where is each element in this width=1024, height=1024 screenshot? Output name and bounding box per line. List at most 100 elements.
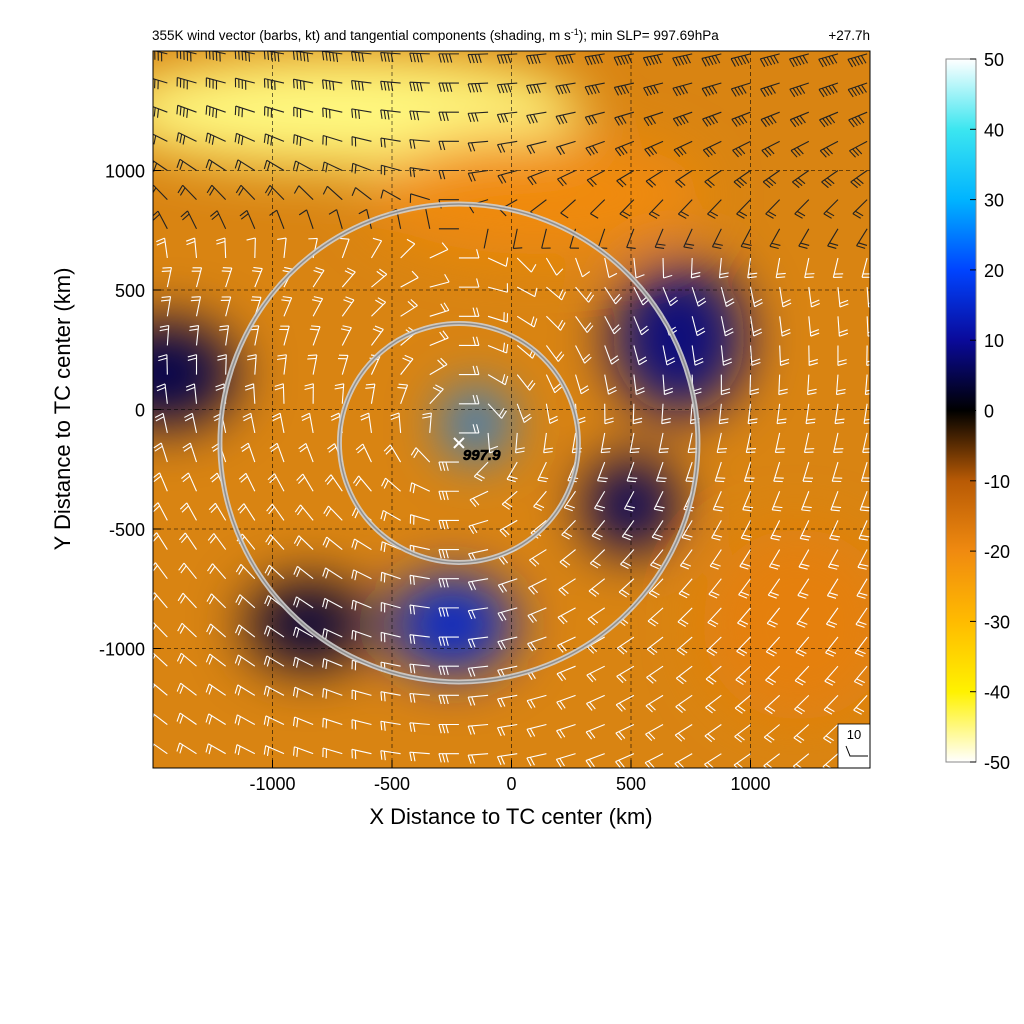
wind-barb xyxy=(853,694,868,715)
wind-barb xyxy=(774,432,786,454)
wind-barb xyxy=(796,607,810,628)
wind-barb xyxy=(718,403,729,425)
wind-barb xyxy=(653,490,665,512)
wind-barb xyxy=(496,753,518,766)
wind-barb xyxy=(837,316,849,337)
wind-barb xyxy=(642,53,664,67)
wind-barb xyxy=(458,424,480,434)
wind-barb xyxy=(711,228,723,250)
positive-tangential-wind-region xyxy=(583,457,679,553)
wind-barb xyxy=(749,316,763,337)
wind-barb xyxy=(264,564,285,580)
wind-barb xyxy=(292,716,314,728)
wind-barb xyxy=(340,237,350,259)
wind-barb xyxy=(516,286,538,298)
wind-barb xyxy=(674,724,693,742)
wind-barb xyxy=(351,569,372,581)
wind-barb xyxy=(234,714,256,726)
wind-barb xyxy=(158,354,168,375)
wind-barb xyxy=(658,432,669,454)
wind-barb xyxy=(497,636,518,650)
wind-barb xyxy=(496,111,518,124)
wind-barb xyxy=(351,719,372,730)
wind-barb xyxy=(647,607,664,627)
wind-barb xyxy=(632,403,643,425)
wind-barb xyxy=(209,210,227,230)
wind-barb xyxy=(525,53,547,65)
wind-barbs xyxy=(153,51,870,768)
wind-barb xyxy=(736,636,751,657)
wind-barb xyxy=(720,374,731,396)
x-tick-label: -500 xyxy=(374,774,410,794)
wind-barb xyxy=(322,717,343,729)
wind-barb xyxy=(643,111,664,127)
min-slp-marker xyxy=(453,437,465,449)
wind-barb xyxy=(675,665,693,685)
wind-barb xyxy=(740,228,752,250)
wind-barb xyxy=(651,520,664,541)
wind-barb xyxy=(438,578,459,588)
wind-barb xyxy=(341,296,355,317)
wind-barb xyxy=(293,185,314,201)
wind-barb xyxy=(298,209,314,229)
wind-barb xyxy=(177,184,197,201)
wind-barb xyxy=(351,748,372,760)
wind-barb xyxy=(790,140,810,158)
wind-barb xyxy=(467,694,489,706)
wind-barb xyxy=(186,237,198,259)
wind-barb xyxy=(743,461,755,483)
wind-barb xyxy=(859,491,870,512)
wind-barb xyxy=(720,345,733,366)
x-axis-label: X Distance to TC center (km) xyxy=(369,804,652,829)
wind-barb xyxy=(274,383,285,404)
wind-barb xyxy=(458,365,480,376)
wind-barb xyxy=(584,111,605,126)
wind-barb xyxy=(153,210,168,230)
wind-barb xyxy=(178,562,197,580)
wind-barb xyxy=(847,53,868,68)
wind-barb xyxy=(469,490,489,507)
wind-barb xyxy=(467,53,489,64)
y-tick-label: 500 xyxy=(115,281,145,301)
wind-barb xyxy=(351,599,372,611)
wind-barb xyxy=(681,520,693,541)
wind-barb xyxy=(797,578,810,599)
wind-barb xyxy=(322,688,343,699)
wind-barb xyxy=(621,520,635,541)
wind-barb xyxy=(497,578,518,593)
wind-barb xyxy=(826,578,839,599)
wind-barb xyxy=(794,199,810,219)
wind-barb xyxy=(390,412,402,433)
wind-barb xyxy=(397,383,409,404)
wind-barb xyxy=(178,532,197,550)
wind-barb xyxy=(557,170,576,187)
wind-barb xyxy=(176,712,197,725)
wind-barb xyxy=(263,715,285,727)
wind-barb xyxy=(263,745,285,757)
wind-barb xyxy=(516,374,536,391)
wind-barb xyxy=(237,503,256,521)
wind-barb xyxy=(792,170,810,189)
wind-barb xyxy=(309,325,321,346)
wind-barb xyxy=(526,694,547,709)
wind-barb xyxy=(537,461,549,483)
wind-barb xyxy=(559,549,576,568)
wind-barb xyxy=(646,636,664,656)
wind-barb xyxy=(153,442,168,463)
wind-barb xyxy=(350,51,372,62)
wind-barb xyxy=(716,432,727,454)
wind-barb xyxy=(856,228,868,249)
wind-barb xyxy=(159,324,170,346)
wind-barb xyxy=(458,307,480,317)
wind-barb xyxy=(483,228,489,249)
wind-barb xyxy=(823,199,839,219)
wind-barb xyxy=(292,626,314,638)
wind-barb xyxy=(409,514,430,525)
wind-barb xyxy=(824,665,839,686)
wind-barb xyxy=(541,228,551,249)
wind-barb xyxy=(650,549,664,570)
wind-barb xyxy=(340,325,352,346)
wind-barb xyxy=(516,315,538,328)
wind-barb xyxy=(613,82,634,96)
reference-vector-barb xyxy=(845,745,868,757)
